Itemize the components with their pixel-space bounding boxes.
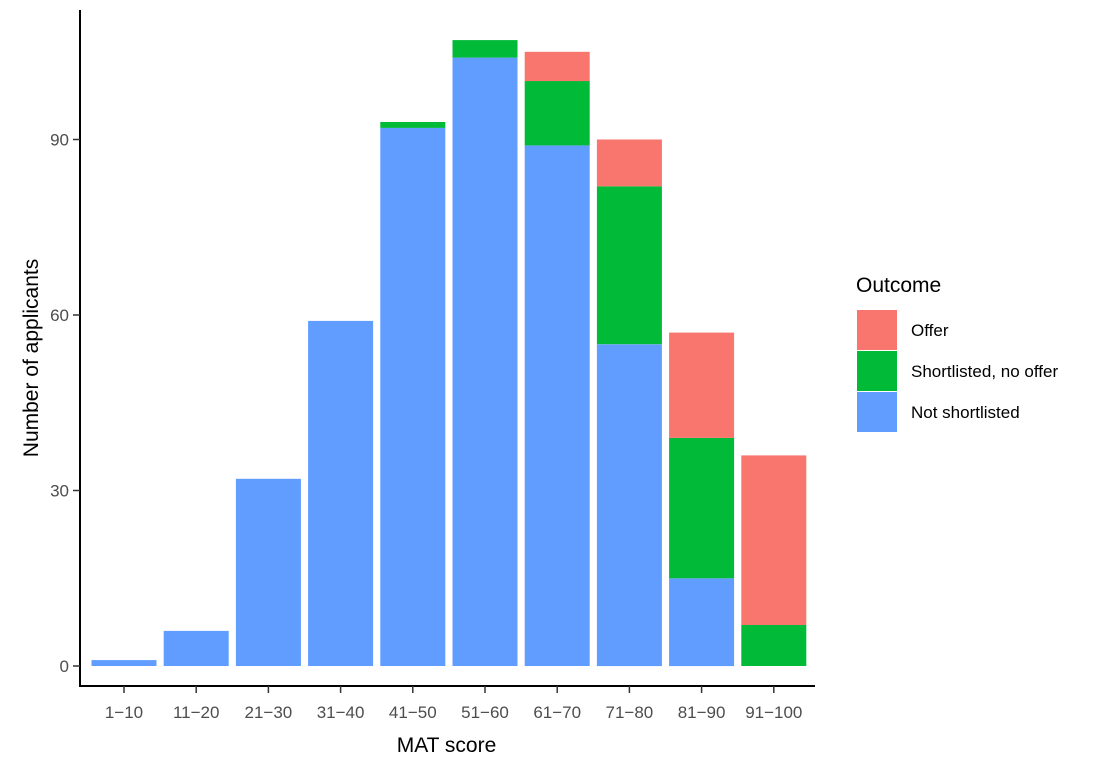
bar-segment [452, 57, 518, 667]
y-tick-label: 60 [50, 306, 69, 325]
bar-segment [163, 630, 229, 666]
y-tick-label: 90 [50, 131, 69, 150]
bar-segment [452, 40, 518, 58]
bar-segment [741, 625, 807, 666]
y-ticks: 0 30 60 90 [50, 131, 80, 676]
bar-segment [380, 122, 446, 128]
bar-segment [524, 81, 590, 146]
x-axis-title: MAT score [397, 734, 497, 757]
bar-segment [596, 139, 662, 187]
bar-segment [235, 478, 301, 666]
x-tick-label: 51−60 [461, 703, 509, 722]
y-axis-title: Number of applicants [20, 259, 43, 457]
x-tick-label: 11−20 [173, 703, 219, 722]
bar-segment [308, 320, 374, 666]
bar-segment [596, 186, 662, 345]
x-tick-label: 21−30 [245, 703, 293, 722]
y-tick-label: 30 [50, 482, 69, 501]
bar-segment [380, 127, 446, 667]
x-tick-label: 81−90 [678, 703, 726, 722]
axes-layer [79, 10, 815, 687]
x-tick-label: 41−50 [389, 703, 437, 722]
legend-swatch [857, 392, 897, 432]
x-ticks: 1−10 11−20 21−30 31−40 41−50 51−60 61−70 71−80 8… [105, 686, 802, 722]
legend: Outcome Offer Shortlisted, no offer Not sh… [856, 274, 1058, 432]
x-tick-label: 71−80 [606, 703, 654, 722]
x-tick-label: 91−100 [745, 703, 802, 722]
legend-label: Shortlisted, no offer [911, 362, 1058, 381]
legend-label: Not shortlisted [911, 403, 1020, 422]
bar-segment [91, 660, 157, 666]
bar-segment [669, 437, 735, 579]
bar-segment [669, 332, 735, 438]
y-tick-label: 0 [60, 657, 69, 676]
legend-swatch [857, 310, 897, 350]
legend-label: Offer [911, 321, 949, 340]
x-tick-label: 31−40 [317, 703, 365, 722]
bar-segment [524, 145, 590, 666]
bar-segment [524, 51, 590, 82]
x-tick-label: 61−70 [533, 703, 581, 722]
bars-layer [91, 40, 807, 667]
bar-segment [596, 344, 662, 667]
legend-swatch [857, 351, 897, 391]
bar-segment [669, 578, 735, 667]
x-tick-label: 1−10 [105, 703, 143, 722]
legend-title: Outcome [856, 274, 941, 297]
bar-segment [741, 455, 807, 625]
